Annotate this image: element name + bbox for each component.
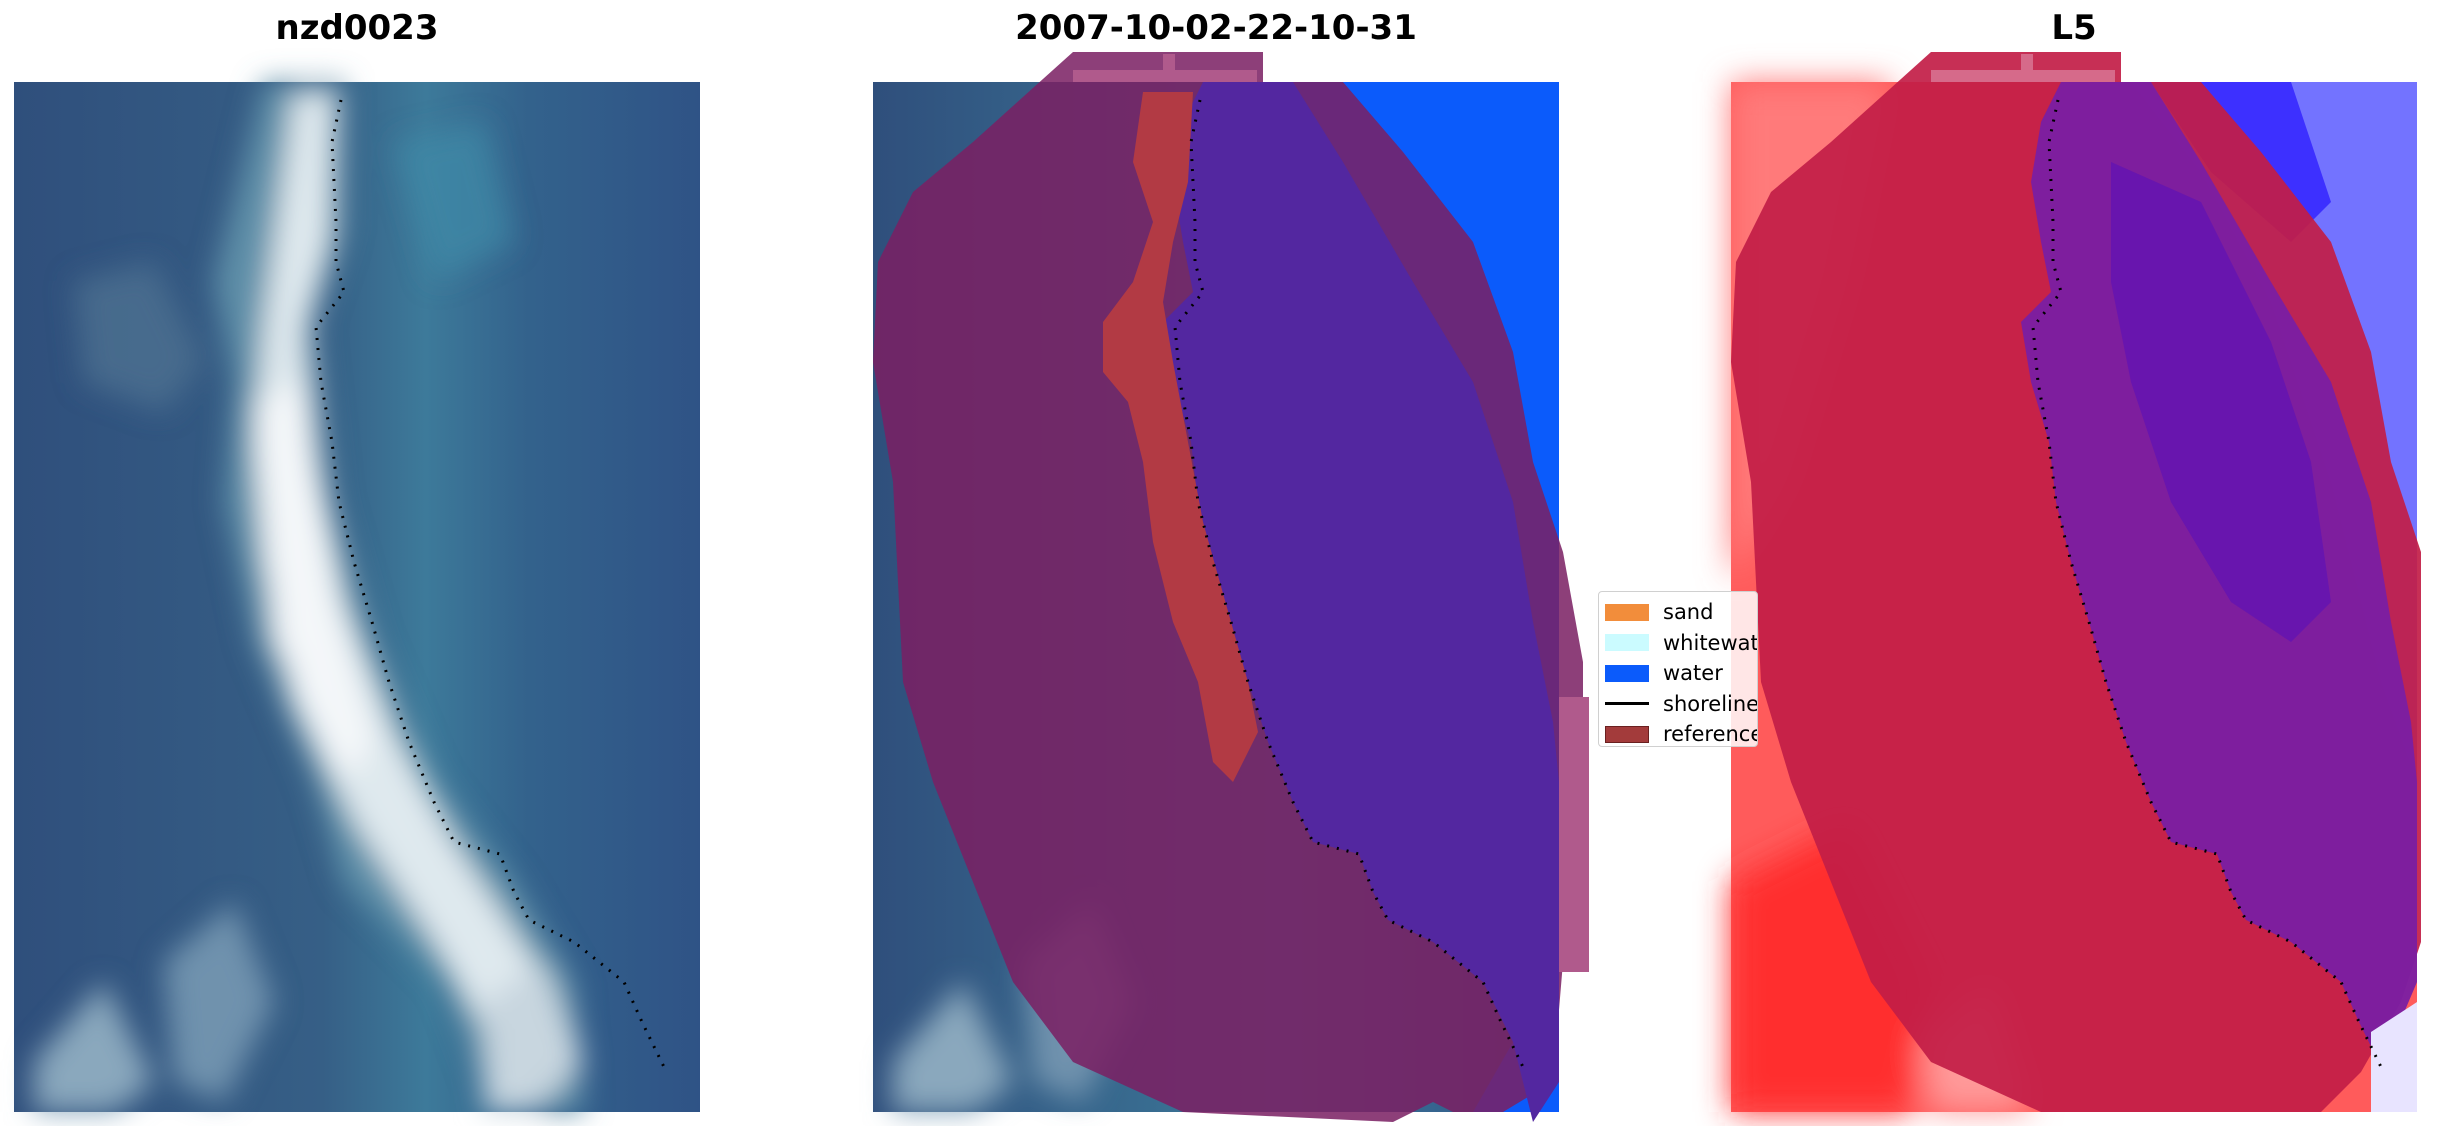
legend-label: water [1663,661,1723,686]
classification-panel [873,52,1589,1122]
whitewater-swatch [1605,634,1649,652]
shoreline-dotted-line [314,99,666,1068]
panel-title-image: nzd0023 [275,8,439,48]
water-class [1163,82,1559,1122]
legend-item-whitewater: whitewater [1605,628,1757,659]
satellite-image-panel [14,82,700,1112]
bottom-right-light [2371,1002,2417,1112]
legend: sand whitewater water shoreline referenc… [1598,591,1758,747]
shoreline-swatch [1605,695,1649,712]
legend-item-water: water [1605,658,1757,689]
sand-swatch [1605,603,1649,621]
panel-title-index: L5 [2051,8,2097,48]
water-index-core [2111,162,2331,642]
legend-label: whitewater [1663,630,1758,655]
legend-label: sand [1663,600,1714,625]
buffer-tab-top [1073,54,1257,82]
sand-class [1103,92,1258,782]
legend-label: reference [1663,722,1758,747]
water-swatch [1605,664,1649,682]
panel-title-classification: 2007-10-02-22-10-31 [1015,8,1417,48]
legend-item-shoreline: shoreline [1605,689,1757,720]
legend-item-reference: reference [1605,719,1758,747]
shoreline-dotted-line [2031,99,2383,1068]
water-index-high [2131,82,2417,782]
reference-swatch [1605,725,1649,743]
index-panel [1731,52,2421,1112]
legend-item-sand: sand [1605,597,1757,628]
buffer-tab-right [1559,697,1589,972]
satellite-image [14,82,700,1112]
reef-features [34,82,584,1112]
buffer-tab-top [1931,54,2115,82]
index-image [1731,52,2421,1112]
shoreline-dotted-line [1173,99,1525,1068]
legend-label: shoreline [1663,691,1758,716]
classification-image [873,52,1589,1122]
